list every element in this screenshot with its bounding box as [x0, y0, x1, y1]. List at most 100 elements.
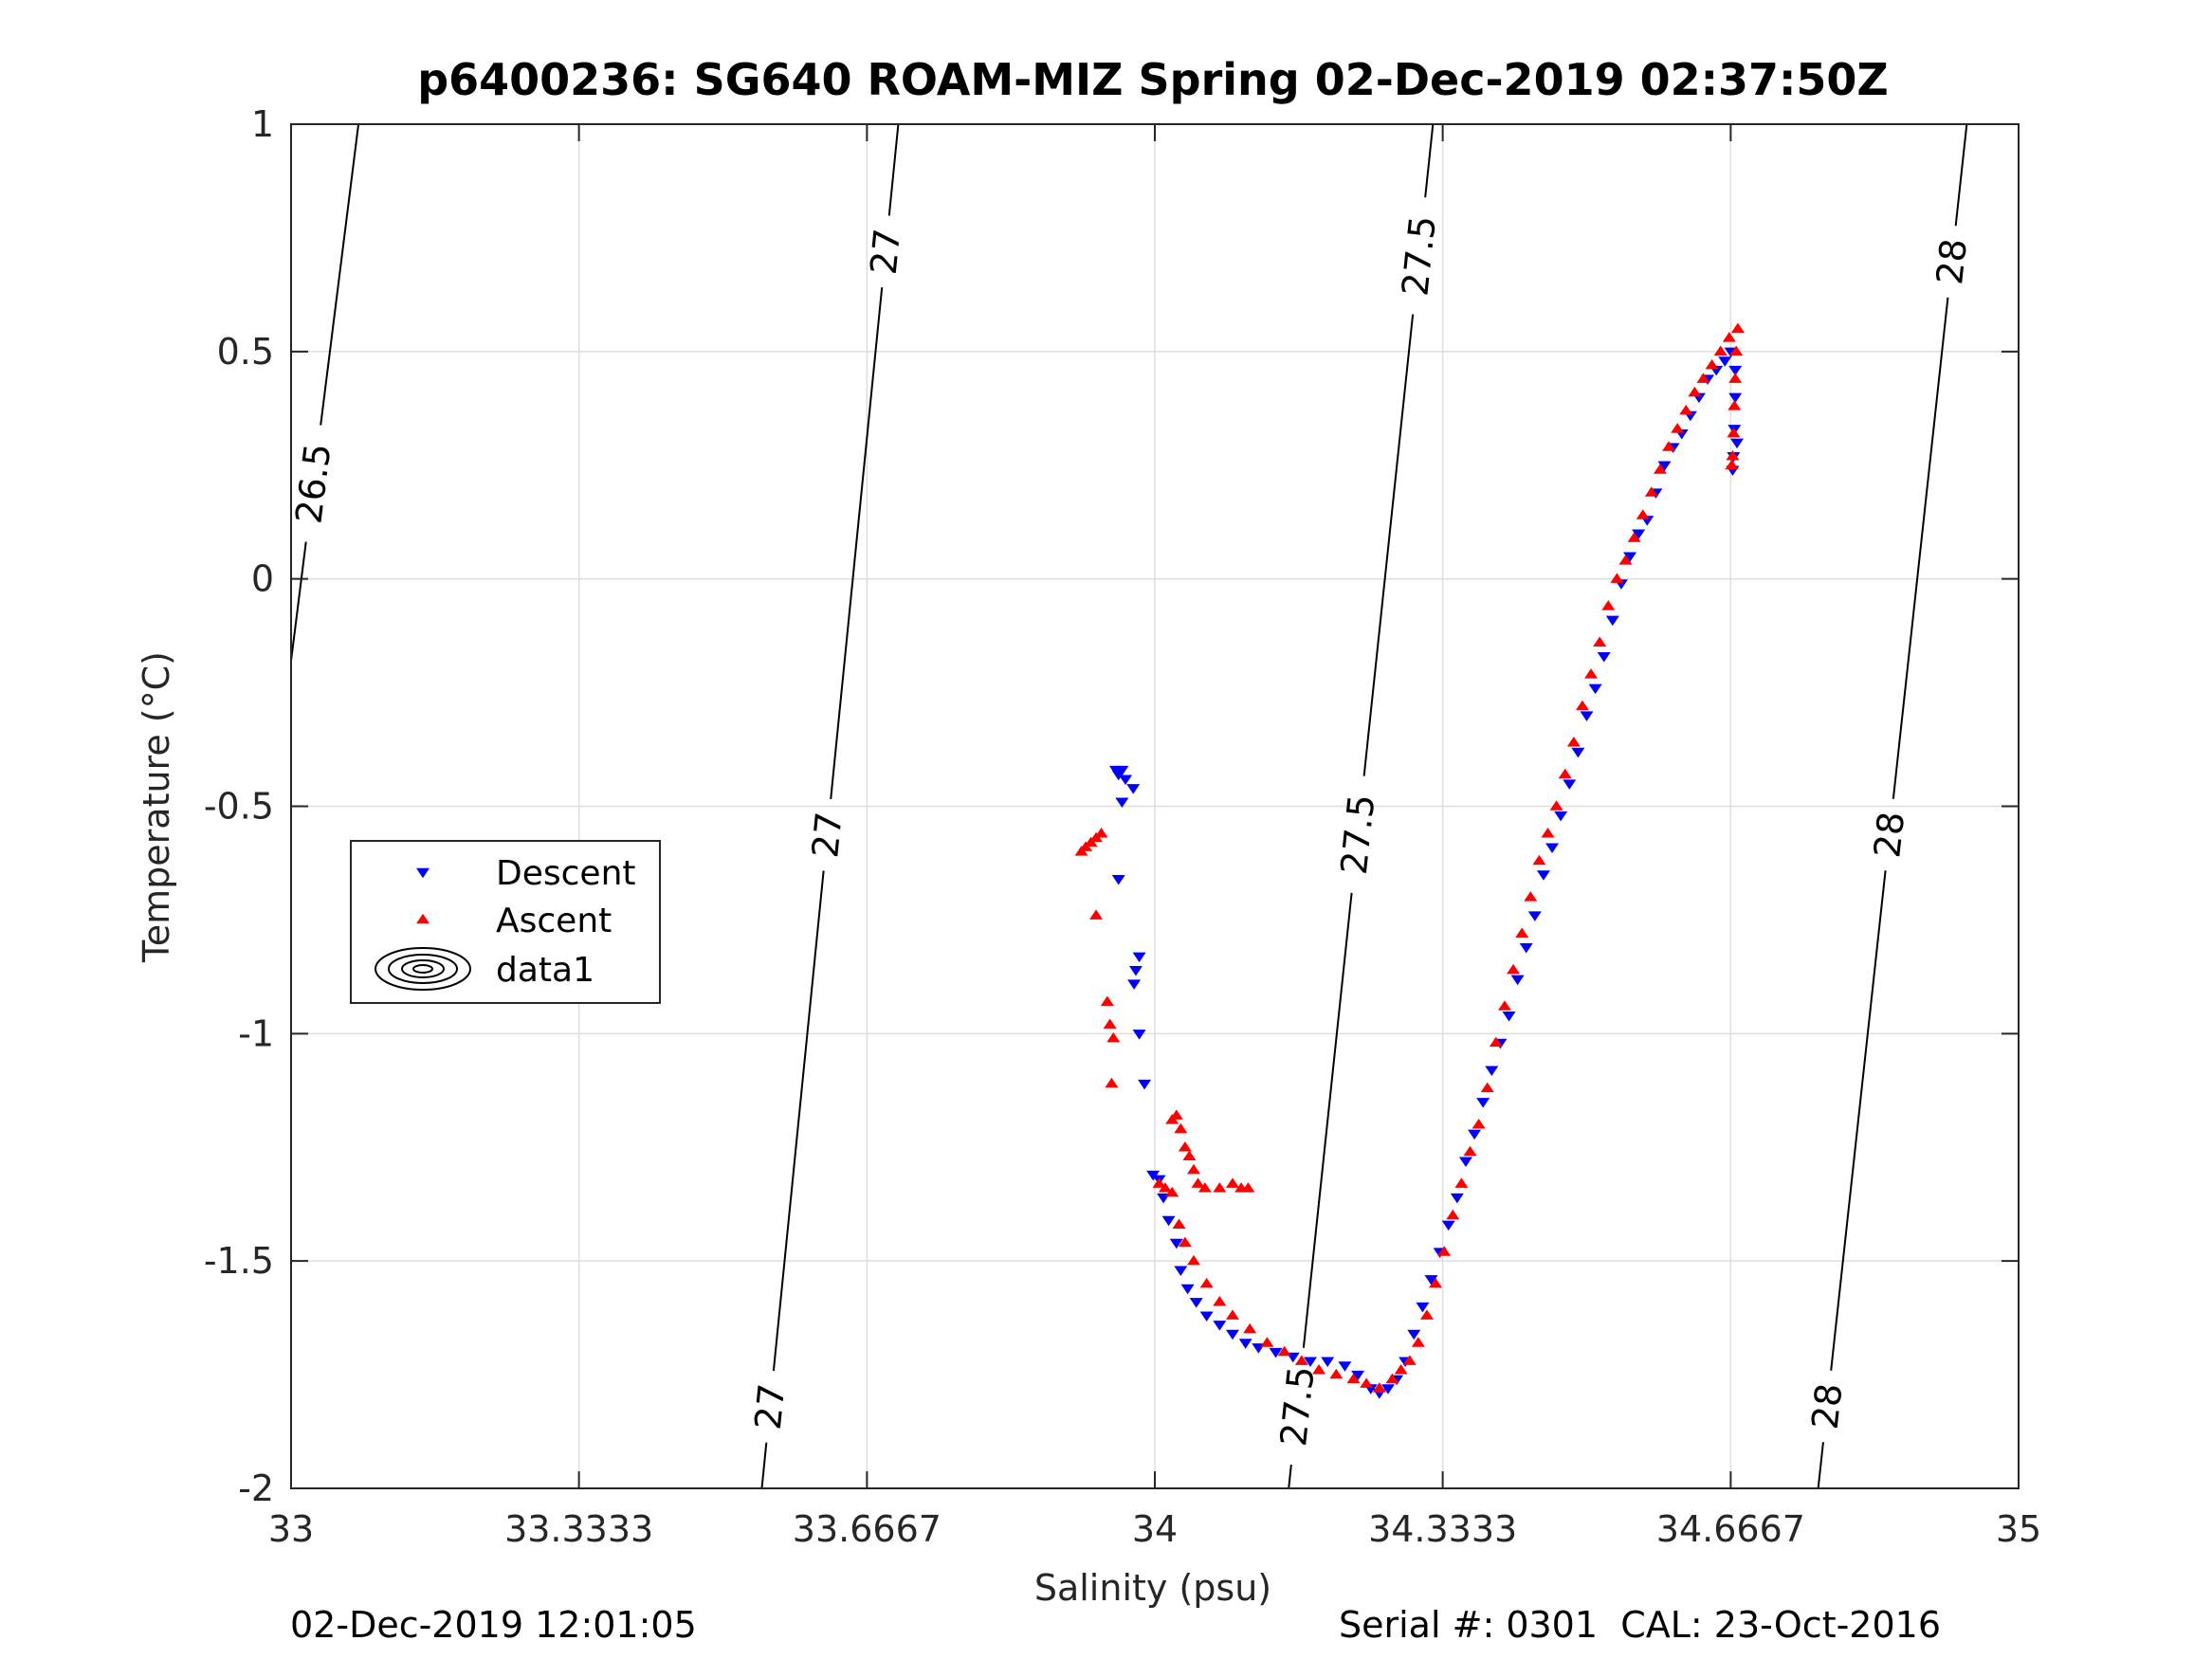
- contour-line-27: [830, 287, 884, 799]
- contour-line-28: [1892, 297, 1949, 799]
- descent-point: [1554, 811, 1568, 822]
- descent-point: [1458, 1157, 1472, 1167]
- ascent-point: [1105, 1077, 1119, 1088]
- x-tick-label: 35: [1996, 1508, 2041, 1550]
- descent-point: [1174, 1266, 1188, 1277]
- ascent-point: [1411, 1337, 1425, 1347]
- contour-line-28: [1954, 123, 1968, 227]
- ascent-point: [1419, 1309, 1434, 1320]
- axis-ticks: 33 33.3333 33.6667 34 34.3333 34.6667 35 1 0.5 0 -…: [204, 103, 2041, 1550]
- ascent-point: [1463, 1145, 1477, 1157]
- x-tick-label: 33.3333: [504, 1508, 653, 1550]
- ascent-point: [1541, 827, 1555, 838]
- descent-point: [1269, 1347, 1283, 1358]
- ascent-point: [1089, 909, 1104, 920]
- ascent-point: [1437, 1246, 1452, 1256]
- contour-label: 28: [1929, 237, 1975, 287]
- ascent-point: [1558, 768, 1572, 779]
- legend-contour-icon: [375, 947, 471, 991]
- descent-point: [1468, 1129, 1482, 1140]
- ascent-point: [1705, 358, 1719, 370]
- descent-point: [1597, 652, 1611, 663]
- ascent-point: [1360, 1377, 1374, 1388]
- descent-point: [1441, 1220, 1455, 1231]
- ascent-point: [1507, 963, 1521, 975]
- descent-point: [1450, 1193, 1464, 1204]
- ascent-point: [1679, 404, 1693, 415]
- ascent-point: [1730, 322, 1745, 334]
- legend: Descent Ascent data1: [350, 840, 661, 1004]
- ascent-point: [1549, 800, 1563, 811]
- density-contours: 26.5 27 27 27 27.5 27.5 27.5 28 28 28: [287, 123, 1975, 1489]
- descent-point: [1588, 684, 1602, 695]
- ascent-point: [1182, 1150, 1197, 1161]
- contour-line-27.5: [1424, 123, 1435, 198]
- y-axis-label: Temperature (°C): [136, 651, 177, 963]
- ascent-point: [1394, 1363, 1408, 1375]
- contour-label: 27.5: [1394, 214, 1444, 299]
- contour-label: 28: [1804, 1381, 1851, 1431]
- ascent-point: [1172, 1218, 1186, 1229]
- descent-point: [1189, 1298, 1203, 1308]
- ascent-point: [1662, 441, 1676, 451]
- ascent-point: [1610, 573, 1624, 583]
- descent-point: [1571, 747, 1585, 758]
- ascent-point: [1722, 332, 1736, 342]
- x-axis-label: Salinity (psu): [1034, 1567, 1271, 1609]
- ascent-point: [1713, 345, 1728, 356]
- footer-timestamp: 02-Dec-2019 12:01:05: [290, 1604, 697, 1646]
- ascent-point: [1260, 1337, 1274, 1347]
- chart-title: p6400236: SG640 ROAM-MIZ Spring 02-Dec-2…: [417, 54, 1889, 105]
- descent-point: [1111, 770, 1125, 781]
- ascent-point: [1480, 1082, 1494, 1093]
- descent-point: [1563, 779, 1577, 790]
- ascent-point: [1472, 1118, 1486, 1129]
- legend-descent-label: Descent: [496, 854, 636, 893]
- descent-point: [1416, 1302, 1430, 1313]
- ascent-point: [1524, 891, 1538, 902]
- ascent-point: [1446, 1209, 1460, 1220]
- descent-point: [1127, 979, 1142, 990]
- ascent-point: [1152, 1177, 1166, 1188]
- ascent-point: [1213, 1296, 1227, 1306]
- ascent-point: [1178, 1140, 1192, 1152]
- descent-point: [1132, 952, 1146, 963]
- descent-point: [1132, 1030, 1146, 1040]
- ascent-point: [1728, 400, 1742, 410]
- contour-line-27: [760, 1442, 768, 1489]
- descent-point: [1527, 911, 1542, 921]
- descent-point: [1119, 775, 1133, 786]
- ascent-point: [1243, 1322, 1257, 1334]
- descent-point: [1519, 942, 1533, 954]
- contour-label: 27: [747, 1382, 794, 1431]
- ascent-point: [1186, 1163, 1200, 1175]
- descent-point: [1424, 1275, 1438, 1285]
- descent-point: [1338, 1361, 1352, 1372]
- descent-point: [1321, 1357, 1335, 1367]
- ascent-point: [1103, 1018, 1117, 1029]
- descent-point: [1510, 975, 1525, 986]
- descent-point: [1161, 1215, 1176, 1227]
- ascent-point: [1653, 464, 1667, 474]
- ascent-point: [1100, 995, 1114, 1006]
- ascent-point: [1312, 1363, 1326, 1375]
- x-tick-label: 34: [1132, 1508, 1178, 1550]
- descent-point: [1632, 529, 1646, 539]
- legend-contour-icon: [388, 954, 458, 984]
- ascent-point: [1372, 1382, 1386, 1393]
- ascent-point: [1584, 668, 1599, 679]
- legend-contour-icon: [412, 964, 433, 974]
- ascent-point: [1094, 827, 1108, 838]
- descent-point: [1199, 1311, 1214, 1322]
- ascent-point: [1329, 1368, 1344, 1379]
- ascent-point: [1729, 345, 1744, 356]
- ascent-point: [1165, 1186, 1179, 1197]
- x-tick-label: 33.6667: [793, 1508, 941, 1550]
- ascent-point: [1241, 1182, 1255, 1193]
- series-ascent: [1074, 322, 1745, 1393]
- descent-point: [1605, 615, 1619, 627]
- ascent-point: [1454, 1177, 1469, 1188]
- contour-line-26.5: [290, 541, 307, 662]
- contour-line-27.5: [1362, 314, 1415, 776]
